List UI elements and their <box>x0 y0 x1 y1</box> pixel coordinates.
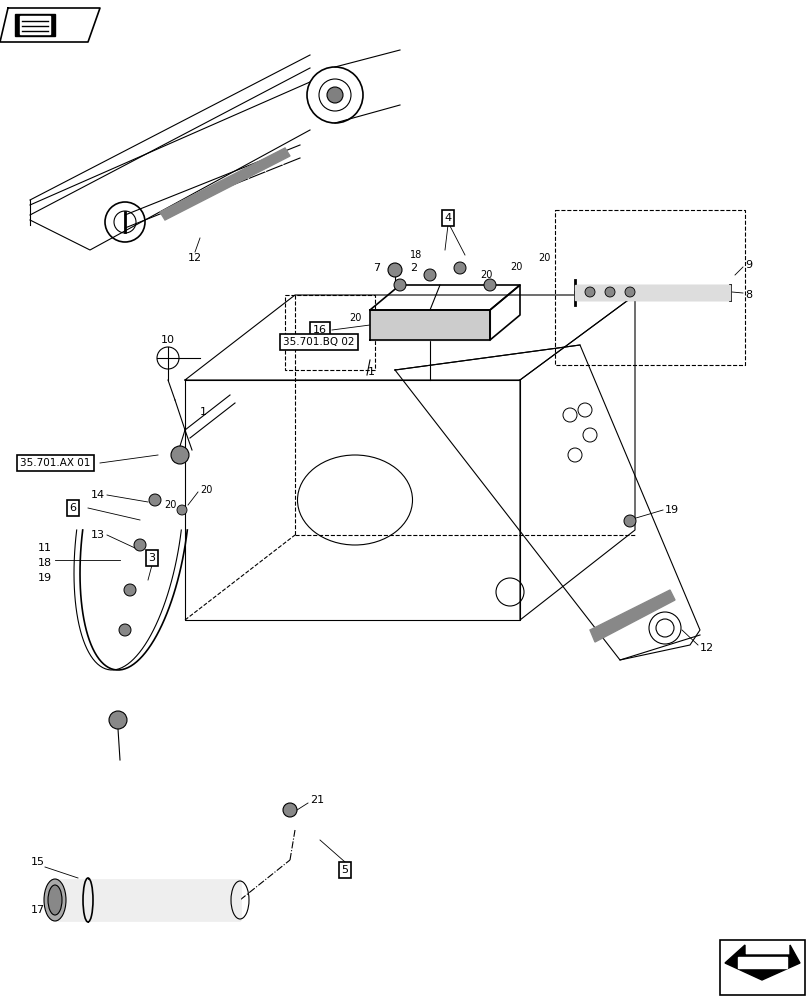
Text: 4: 4 <box>444 213 451 223</box>
Text: 16: 16 <box>312 325 327 335</box>
Bar <box>719 940 804 995</box>
Text: 20: 20 <box>509 262 521 272</box>
Text: 7: 7 <box>372 263 380 273</box>
Polygon shape <box>724 945 799 980</box>
Circle shape <box>327 87 342 103</box>
Polygon shape <box>370 310 489 340</box>
Text: 12: 12 <box>699 643 713 653</box>
Bar <box>554 210 744 365</box>
Text: 6: 6 <box>70 503 76 513</box>
Circle shape <box>171 446 189 464</box>
Polygon shape <box>160 148 290 220</box>
Text: 17: 17 <box>31 905 45 915</box>
Polygon shape <box>15 14 55 36</box>
Text: 10: 10 <box>161 335 175 345</box>
Circle shape <box>177 505 187 515</box>
Text: 3: 3 <box>148 553 156 563</box>
Circle shape <box>624 287 634 297</box>
Bar <box>285 295 375 370</box>
Text: 20: 20 <box>350 313 362 323</box>
Text: 20: 20 <box>538 253 550 263</box>
Text: 19: 19 <box>664 505 678 515</box>
Text: 20: 20 <box>165 500 177 510</box>
Polygon shape <box>0 8 100 42</box>
Text: 8: 8 <box>744 290 751 300</box>
Text: 13: 13 <box>91 530 105 540</box>
Circle shape <box>283 803 297 817</box>
Text: 12: 12 <box>187 253 202 263</box>
Polygon shape <box>737 957 786 968</box>
Polygon shape <box>55 880 240 920</box>
Circle shape <box>388 263 401 277</box>
Circle shape <box>124 584 135 596</box>
Circle shape <box>623 515 635 527</box>
Polygon shape <box>20 16 50 34</box>
Text: 35.701.BQ 02: 35.701.BQ 02 <box>283 337 354 347</box>
Circle shape <box>483 279 496 291</box>
Text: 21: 21 <box>310 795 324 805</box>
Polygon shape <box>574 285 729 300</box>
Text: 15: 15 <box>31 857 45 867</box>
Text: 9: 9 <box>744 260 751 270</box>
Text: 14: 14 <box>91 490 105 500</box>
Circle shape <box>393 279 406 291</box>
Ellipse shape <box>44 879 66 921</box>
Circle shape <box>604 287 614 297</box>
Text: 35.701.AX 01: 35.701.AX 01 <box>20 458 90 468</box>
Text: 2: 2 <box>410 263 417 273</box>
Circle shape <box>109 711 127 729</box>
Circle shape <box>584 287 594 297</box>
Circle shape <box>423 269 436 281</box>
Text: 1: 1 <box>200 407 207 417</box>
Circle shape <box>134 539 146 551</box>
Ellipse shape <box>48 885 62 915</box>
Text: 18: 18 <box>410 250 422 260</box>
Circle shape <box>453 262 466 274</box>
Text: 1: 1 <box>367 367 375 377</box>
Text: 20: 20 <box>479 270 491 280</box>
Text: 20: 20 <box>200 485 212 495</box>
Polygon shape <box>590 590 674 642</box>
Text: 5: 5 <box>341 865 348 875</box>
Text: 19: 19 <box>38 573 52 583</box>
Text: 11: 11 <box>38 543 52 553</box>
Text: 18: 18 <box>38 558 52 568</box>
Circle shape <box>148 494 161 506</box>
Circle shape <box>119 624 131 636</box>
